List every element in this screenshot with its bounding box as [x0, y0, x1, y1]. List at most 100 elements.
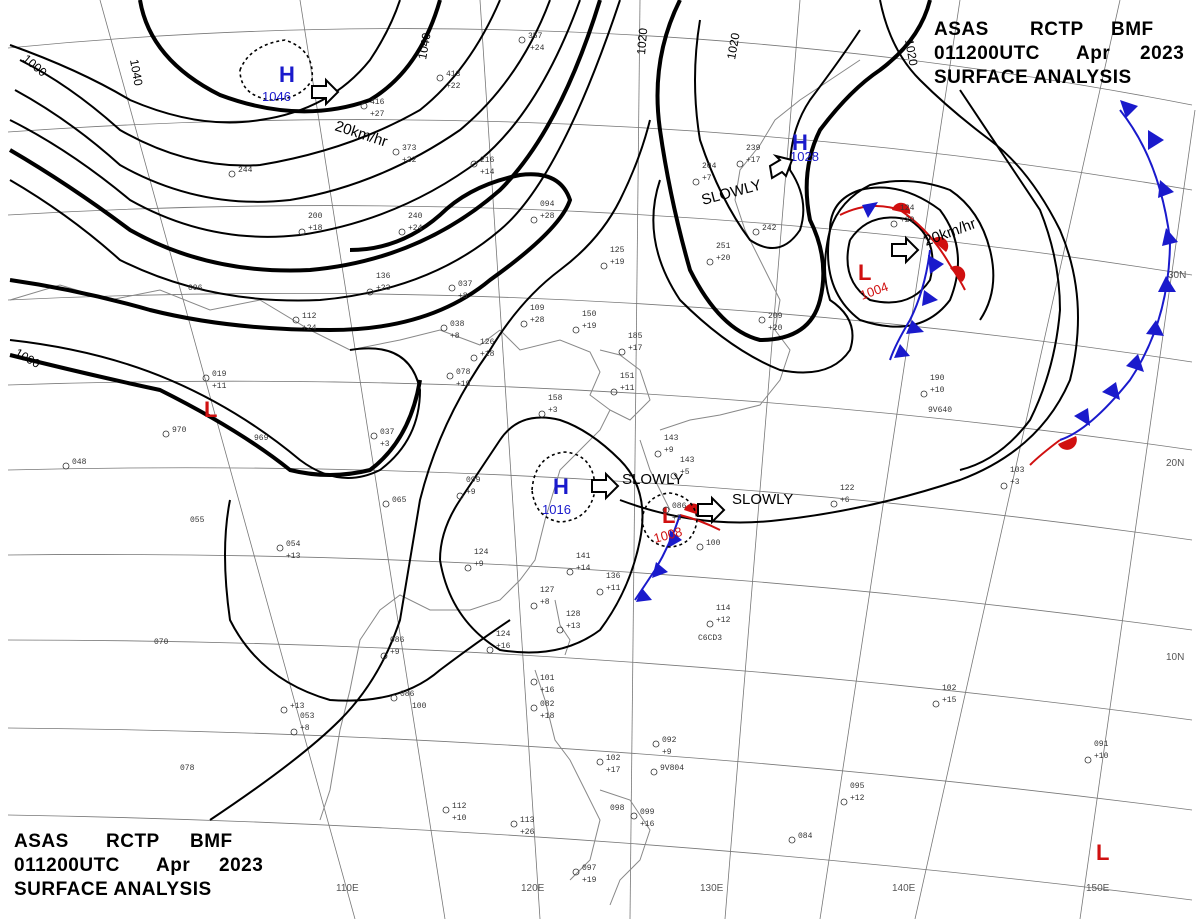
station-circle-icon: [486, 646, 494, 654]
station-circle-icon: [840, 798, 848, 806]
cold-front-low: [889, 249, 931, 361]
station-plot-value: 251: [716, 242, 731, 251]
station-plot-value: +3: [548, 406, 558, 415]
station-plot-value: 112: [302, 312, 317, 321]
station-plot-value: 098: [610, 804, 625, 813]
station-plot-value: 141: [576, 552, 591, 561]
grid-labels: 30N 20N 10N 110E 120E 130E 140E 150E: [336, 270, 1186, 894]
station-plot-value: 970: [172, 426, 187, 435]
station-plot-value: +10: [452, 814, 467, 823]
low-symbol: L: [204, 397, 217, 422]
station-plot-value: 094: [540, 200, 555, 209]
station-plot-value: 242: [762, 224, 777, 233]
header-line2-month: Apr: [156, 855, 190, 876]
station-circle-icon: [662, 506, 670, 514]
station-plot-value: 100: [706, 539, 721, 548]
motion-arrow-icon: [311, 77, 340, 107]
lon-label-150e: 150E: [1086, 883, 1110, 894]
lon-label-120e: 120E: [521, 883, 545, 894]
header-line2-time: 011200UTC: [14, 855, 120, 876]
station-plot-value: 124: [496, 630, 511, 639]
station-circle-icon: [696, 543, 704, 551]
station-plot-value: 151: [620, 372, 635, 381]
station-plot-value: 204: [702, 162, 717, 171]
station-plot-value: +16: [640, 820, 655, 829]
station-circle-icon: [520, 320, 528, 328]
station-plot-value: 084: [798, 832, 813, 841]
station-circle-icon: [650, 768, 658, 776]
station-plot-value: 209: [768, 312, 783, 321]
station-circle-icon: [162, 430, 170, 438]
station-plot-value: +19: [456, 380, 471, 389]
station-circle-icon: [530, 704, 538, 712]
station-circle-icon: [932, 700, 940, 708]
motion-arrow-icon: [891, 235, 920, 265]
header-line1-station: RCTP: [106, 831, 160, 852]
low-symbol: L: [1096, 840, 1109, 865]
station-circle-icon: [442, 806, 450, 814]
station-plot-value: +28: [530, 316, 545, 325]
station-plot-value: 150: [582, 310, 597, 319]
station-plot-value: +13: [566, 622, 581, 631]
station-plot-value: +14: [576, 564, 591, 573]
motion-arrow-icon: [591, 471, 620, 501]
station-plot-value: 158: [548, 394, 563, 403]
station-circle-icon: [228, 170, 236, 178]
station-circle-icon: [758, 316, 766, 324]
station-plot-value: 216: [480, 156, 495, 165]
station-plot-value: 357: [528, 32, 543, 41]
station-circle-icon: [448, 284, 456, 292]
station-circle-icon: [390, 694, 398, 702]
station-circle-icon: [62, 462, 70, 470]
station-plot-value: +8: [300, 724, 310, 733]
station-circle-icon: [392, 148, 400, 156]
low-symbol: L: [858, 260, 871, 285]
lat-label-20n: 20N: [1166, 458, 1184, 469]
station-circle-icon: [618, 348, 626, 356]
station-plot-value: +17: [606, 766, 621, 775]
station-plot-value: +28: [540, 212, 555, 221]
station-circle-icon: [290, 728, 298, 736]
station-circle-icon: [556, 626, 564, 634]
station-circle-icon: [890, 220, 898, 228]
station-plot-value: +12: [716, 616, 731, 625]
isobar-label: 1020: [902, 38, 920, 67]
station-circle-icon: [572, 326, 580, 334]
station-plot-value: +9: [664, 446, 674, 455]
station-plot-value: 124: [474, 548, 489, 557]
station-plot-value: 101: [540, 674, 555, 683]
station-plot-value: 9V640: [928, 406, 952, 415]
isobars: [8, 0, 1079, 821]
isobar-label: 1020: [634, 27, 650, 55]
header-line3-title: SURFACE ANALYSIS: [934, 67, 1132, 88]
station-plot-value: 9V804: [660, 764, 684, 773]
station-plot-value: +22: [446, 82, 461, 91]
station-circle-icon: [538, 410, 546, 418]
station-circle-icon: [596, 758, 604, 766]
high-symbol: H: [792, 130, 808, 155]
station-plot-value: +16: [496, 642, 511, 651]
station-plot-value: +17: [746, 156, 761, 165]
station-plot-value: +15: [942, 696, 957, 705]
isobar-label: 1040: [415, 31, 433, 60]
station-plot-value: +9: [662, 748, 672, 757]
low-center-china: L: [204, 397, 217, 422]
station-circle-icon: [630, 812, 638, 820]
station-circle-icon: [530, 678, 538, 686]
station-plot-value: +5: [680, 468, 690, 477]
header-bottom: ASAS RCTP BMF 011200UTC Apr 2023 SURFACE…: [14, 831, 263, 900]
station-circle-icon: [530, 216, 538, 224]
station-circle-icon: [398, 228, 406, 236]
station-plot-value: +18: [308, 224, 323, 233]
station-circle-icon: [566, 568, 574, 576]
station-plot-value: 086: [390, 636, 405, 645]
station-circle-icon: [706, 258, 714, 266]
station-plot-value: +19: [582, 322, 597, 331]
station-plot-value: 103: [1010, 466, 1025, 475]
header-line2-year: 2023: [219, 855, 263, 876]
station-plot-value: +24: [408, 224, 423, 233]
lon-label-130e: 130E: [700, 883, 724, 894]
station-plot-value: +3: [380, 440, 390, 449]
station-circle-icon: [788, 836, 796, 844]
high-center-taiwan-strait: H 1016 SLOWLY: [542, 471, 683, 517]
